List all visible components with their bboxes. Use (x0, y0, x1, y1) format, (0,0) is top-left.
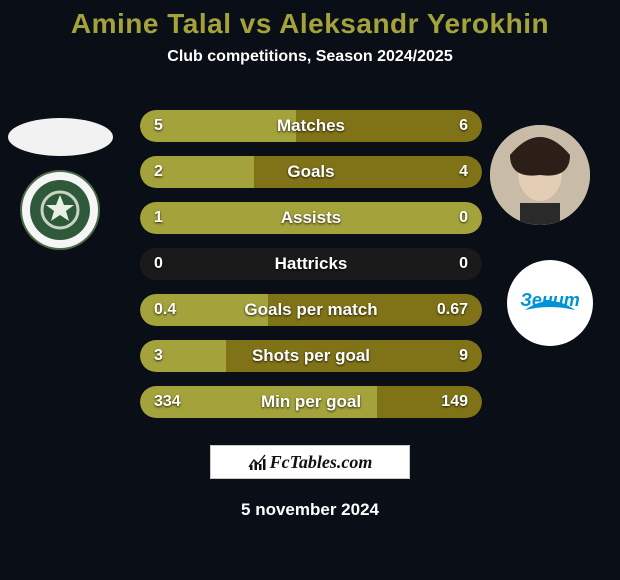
stat-bar-left (140, 294, 268, 326)
stat-row: Hattricks0 0 (140, 248, 482, 280)
stat-bar-right (268, 294, 482, 326)
chart-icon (248, 453, 266, 471)
stat-row: Assists10 (140, 202, 482, 234)
stat-bar-right (377, 386, 482, 418)
date-text: 5 november 2024 (0, 500, 620, 520)
stat-bar-right (226, 340, 483, 372)
player-right-avatar (490, 125, 590, 225)
stat-bar-left (140, 202, 482, 234)
fctables-branding: FcTables.com (210, 445, 410, 479)
stat-value-left: 0 (154, 248, 163, 280)
stat-bar-left (140, 386, 377, 418)
stat-bar-left (140, 156, 254, 188)
stat-bar-left (140, 110, 296, 142)
stat-bar-right (254, 156, 482, 188)
stat-row: Goals per match0.40.67 (140, 294, 482, 326)
stat-row: Goals24 (140, 156, 482, 188)
stat-row: Min per goal334149 (140, 386, 482, 418)
page-title: Amine Talal vs Aleksandr Yerokhin (0, 0, 620, 40)
avatar-placeholder-icon (490, 125, 590, 225)
stat-row: Shots per goal39 (140, 340, 482, 372)
player-right-club-badge: Зенит (507, 260, 593, 346)
terek-badge-icon (20, 170, 100, 250)
branding-label: FcTables.com (270, 452, 373, 473)
svg-text:Зенит: Зенит (520, 290, 579, 310)
page-subtitle: Club competitions, Season 2024/2025 (0, 48, 620, 66)
stat-label: Hattricks (140, 248, 482, 280)
stat-rows: Matches56 Goals24 Assists10 Hattricks0 0 Goal… (140, 110, 482, 432)
player-left-avatar (8, 118, 113, 156)
stat-bar-left (140, 340, 226, 372)
stat-value-right: 0 (459, 248, 468, 280)
comparison-area: Зенит Matches56 Goals24 Assists10 Hattricks… (0, 110, 620, 440)
player-left-club-badge (20, 170, 100, 250)
stat-bar-right (296, 110, 482, 142)
zenit-badge-icon: Зенит (507, 260, 593, 346)
stat-row: Matches56 (140, 110, 482, 142)
